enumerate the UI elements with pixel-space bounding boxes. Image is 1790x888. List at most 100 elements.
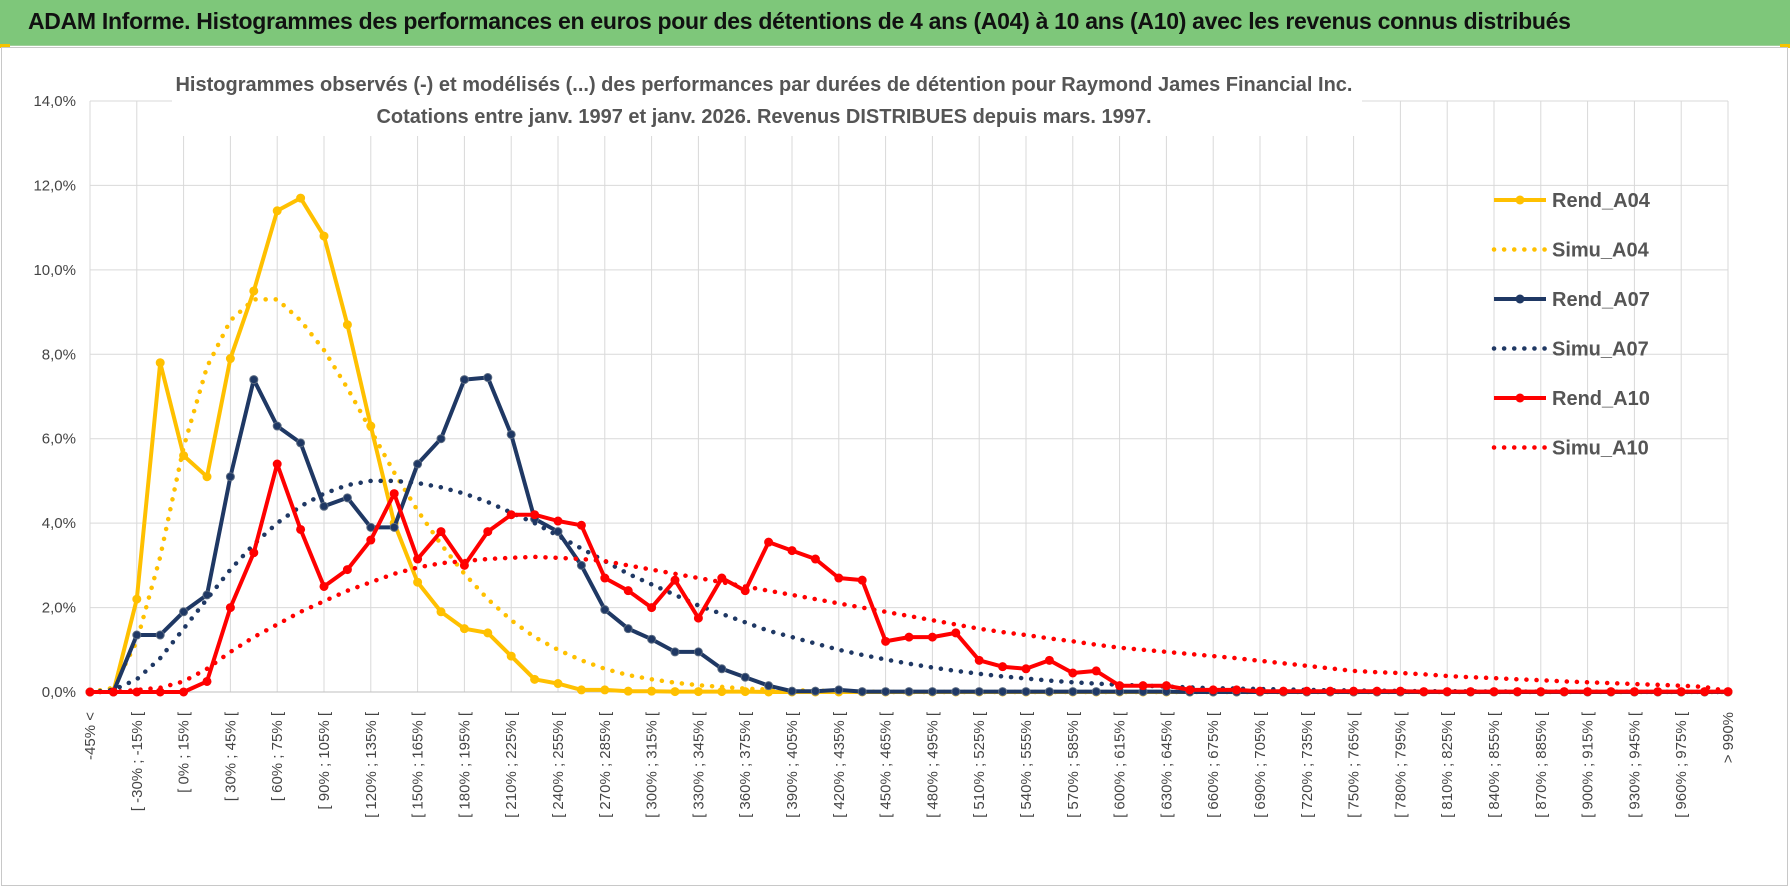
series-Rend_A07: [85, 373, 1733, 697]
data-point: [998, 687, 1008, 697]
data-point: [998, 662, 1008, 672]
legend: Rend_A04 Simu_A04 Rend_A07 Simu_A07 Rend_A10…: [1491, 190, 1651, 460]
data-point: [834, 685, 844, 695]
legend-label: Rend_A10: [1552, 388, 1650, 410]
data-point: [249, 286, 259, 296]
data-point: [1653, 687, 1663, 697]
data-point: [413, 577, 423, 587]
data-point: [553, 516, 563, 526]
legend-label: Simu_A04: [1552, 240, 1650, 262]
data-point: [670, 575, 680, 585]
data-point: [764, 537, 774, 547]
data-point: [810, 554, 820, 564]
data-point: [366, 522, 376, 532]
series-Simu_A10: [87, 554, 1731, 695]
data-point: [1091, 687, 1101, 697]
series-line-Simu_A07: [87, 478, 1731, 695]
data-point: [342, 320, 352, 330]
data-point: [179, 607, 189, 617]
data-point: [202, 472, 212, 482]
data-point: [155, 630, 165, 640]
data-point: [319, 581, 329, 591]
data-point: [249, 375, 259, 385]
data-point: [389, 522, 399, 532]
data-point: [1442, 687, 1452, 697]
data-point: [927, 632, 937, 642]
data-point: [623, 586, 633, 596]
data-point: [249, 548, 259, 558]
data-point: [272, 459, 282, 469]
data-point: [1395, 686, 1405, 696]
data-point: [834, 573, 844, 583]
x-tick-label: -45% <: [82, 712, 99, 760]
data-point: [1583, 687, 1593, 697]
data-point: [787, 546, 797, 556]
data-point: [1021, 664, 1031, 674]
x-tick-label: [ 930% ; 945% [: [1626, 711, 1643, 818]
data-point: [132, 630, 142, 640]
data-point: [506, 651, 516, 661]
data-point: [904, 632, 914, 642]
data-point: [319, 231, 329, 241]
data-point: [1489, 687, 1499, 697]
data-point: [951, 628, 961, 638]
data-point: [576, 520, 586, 530]
x-tick-label: [ 120% ; 135% [: [363, 711, 380, 818]
data-point: [600, 573, 610, 583]
chart-subtitle: Cotations entre janv. 1997 et janv. 2026…: [376, 106, 1151, 128]
data-point: [1536, 687, 1546, 697]
x-tick-label: [ 360% ; 375% [: [737, 711, 754, 818]
data-point: [1185, 685, 1195, 695]
data-point: [179, 687, 189, 697]
legend-item-Rend_A04: Rend_A04: [1494, 190, 1651, 212]
x-tick-label: [ 450% ; 465% [: [878, 711, 895, 818]
data-point: [810, 686, 820, 696]
data-point: [600, 685, 610, 695]
x-tick-label: [ -30% ; -15% [: [129, 711, 146, 811]
y-tick-label: 2,0%: [42, 600, 76, 617]
data-point: [483, 373, 493, 383]
series-Simu_A07: [87, 478, 1731, 695]
data-point: [296, 524, 306, 534]
x-tick-label: [ 270% ; 285% [: [597, 711, 614, 818]
x-tick-label: [ 30% ; 45% [: [222, 711, 239, 801]
x-tick-label: [ 690% ; 705% [: [1252, 711, 1269, 818]
data-point: [693, 613, 703, 623]
x-tick-label: [ 870% ; 885% [: [1533, 711, 1550, 818]
series-line-Rend_A04: [90, 196, 1728, 694]
data-point: [436, 607, 446, 617]
data-point: [693, 647, 703, 657]
data-point: [483, 527, 493, 537]
y-tick-label: 4,0%: [42, 515, 76, 532]
data-point: [1091, 666, 1101, 676]
series-group: [85, 193, 1733, 697]
y-axis-labels: 0,0% 2,0% 4,0% 6,0% 8,0% 10,0% 12,0% 14,0%: [33, 93, 76, 701]
legend-marker: [1515, 195, 1525, 205]
page-title: ADAM Informe. Histogrammes des performan…: [28, 8, 1571, 34]
x-tick-label: [ 390% ; 405% [: [784, 711, 801, 818]
corner-accent-left: [0, 44, 10, 48]
data-point: [740, 672, 750, 682]
y-tick-label: 6,0%: [42, 431, 76, 448]
data-point: [272, 421, 282, 431]
x-tick-label: [ 720% ; 735% [: [1299, 711, 1316, 818]
data-point: [459, 624, 469, 634]
data-point: [1232, 685, 1242, 695]
x-tick-label: [ 180% ; 195% [: [456, 711, 473, 818]
data-point: [1044, 687, 1054, 697]
data-point: [576, 685, 586, 695]
x-tick-label: [ 240% ; 255% [: [550, 711, 567, 818]
data-point: [436, 527, 446, 537]
series-line-Rend_A10: [90, 462, 1728, 694]
data-point: [1349, 686, 1359, 696]
data-point: [623, 624, 633, 634]
y-tick-label: 10,0%: [33, 262, 76, 279]
data-point: [1372, 686, 1382, 696]
data-point: [366, 535, 376, 545]
data-point: [647, 603, 657, 613]
x-tick-label: [ 660% ; 675% [: [1205, 711, 1222, 818]
grid: [89, 100, 1729, 693]
x-tick-label: [ 540% ; 555% [: [1018, 711, 1035, 818]
series-Rend_A10: [85, 459, 1733, 697]
